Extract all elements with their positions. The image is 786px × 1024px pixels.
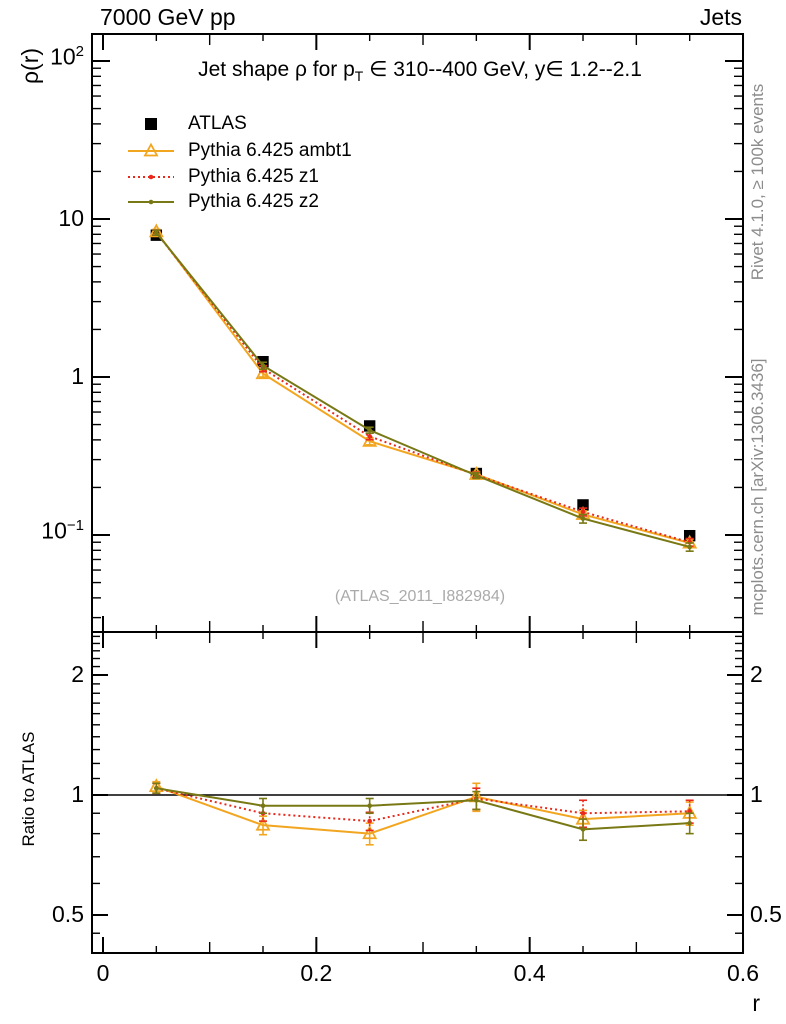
- axes: [91, 33, 744, 954]
- axis-tick-label: 1: [71, 363, 84, 389]
- axis-tick-label: 0.6: [727, 960, 759, 986]
- solid-line-marker-icon: [128, 199, 174, 205]
- legend-label: Pythia 6.425 z1: [188, 166, 319, 187]
- series-main-2: [152, 229, 694, 547]
- series-ratio-3: [152, 782, 694, 842]
- mcplots-note: mcplots.cern.ch [arXiv:1306.3436]: [748, 358, 767, 616]
- series-main-3: [152, 229, 694, 552]
- process-label: Jets: [699, 4, 742, 30]
- beam-energy-label: 7000 GeV pp: [100, 4, 236, 30]
- title-subscript: T: [354, 67, 364, 84]
- axis-tick-label: 2: [71, 661, 84, 687]
- dotted-line-marker-icon: [128, 174, 174, 180]
- axis-tick-label: 0.4: [513, 960, 546, 986]
- legend-label: Pythia 6.425 z2: [188, 191, 319, 212]
- series-main-1: [148, 223, 698, 549]
- x-axis-label: r: [752, 990, 760, 1016]
- legend-label: ATLAS: [188, 113, 247, 134]
- title-text: Jet shape ρ for p: [198, 58, 355, 81]
- axis-tick-label: 0.2: [300, 960, 333, 986]
- axis-tick-label: 1: [750, 781, 763, 807]
- plot-title: Jet shape ρ for pT ∈ 310--400 GeV, y∈ 1.…: [97, 57, 743, 84]
- axis-tick-label: 1: [71, 781, 84, 807]
- main-y-ticks: [92, 60, 743, 619]
- series-main-0: [150, 229, 696, 542]
- legend-label: Pythia 6.425 ambt1: [188, 140, 352, 161]
- triangle-line-marker-icon: [128, 142, 174, 157]
- legend-entry-atlas: ATLAS: [127, 112, 247, 136]
- axis-tick-label: 102: [50, 43, 84, 70]
- rivet-version-note: Rivet 4.1.0, ≥ 100k events: [748, 83, 767, 281]
- axis-tick-label: 0.5: [750, 900, 782, 927]
- axis-tick-label: 10−1: [41, 517, 84, 544]
- series-ratio-1: [148, 778, 698, 846]
- axis-tick-label: 0.5: [52, 900, 84, 927]
- ratio-y-ticks: [92, 635, 743, 934]
- legend-entry-pythia-ambt1: Pythia 6.425 ambt1: [127, 139, 352, 163]
- title-text-tail: ∈ 310--400 GeV, y∈ 1.2--2.1: [363, 58, 642, 81]
- axis-tick-label: 0: [96, 960, 110, 986]
- x-ticks: [102, 34, 745, 953]
- axis-tick-label: 10: [58, 205, 84, 231]
- axis-tick-label: 2: [750, 661, 763, 687]
- series-ratio-2: [152, 782, 694, 832]
- legend-entry-pythia-z1: Pythia 6.425 z1: [127, 165, 319, 189]
- legend-entry-pythia-z2: Pythia 6.425 z2: [127, 190, 319, 214]
- atlas-marker-icon: [145, 118, 157, 130]
- watermark: (ATLAS_2011_I882984): [334, 588, 506, 605]
